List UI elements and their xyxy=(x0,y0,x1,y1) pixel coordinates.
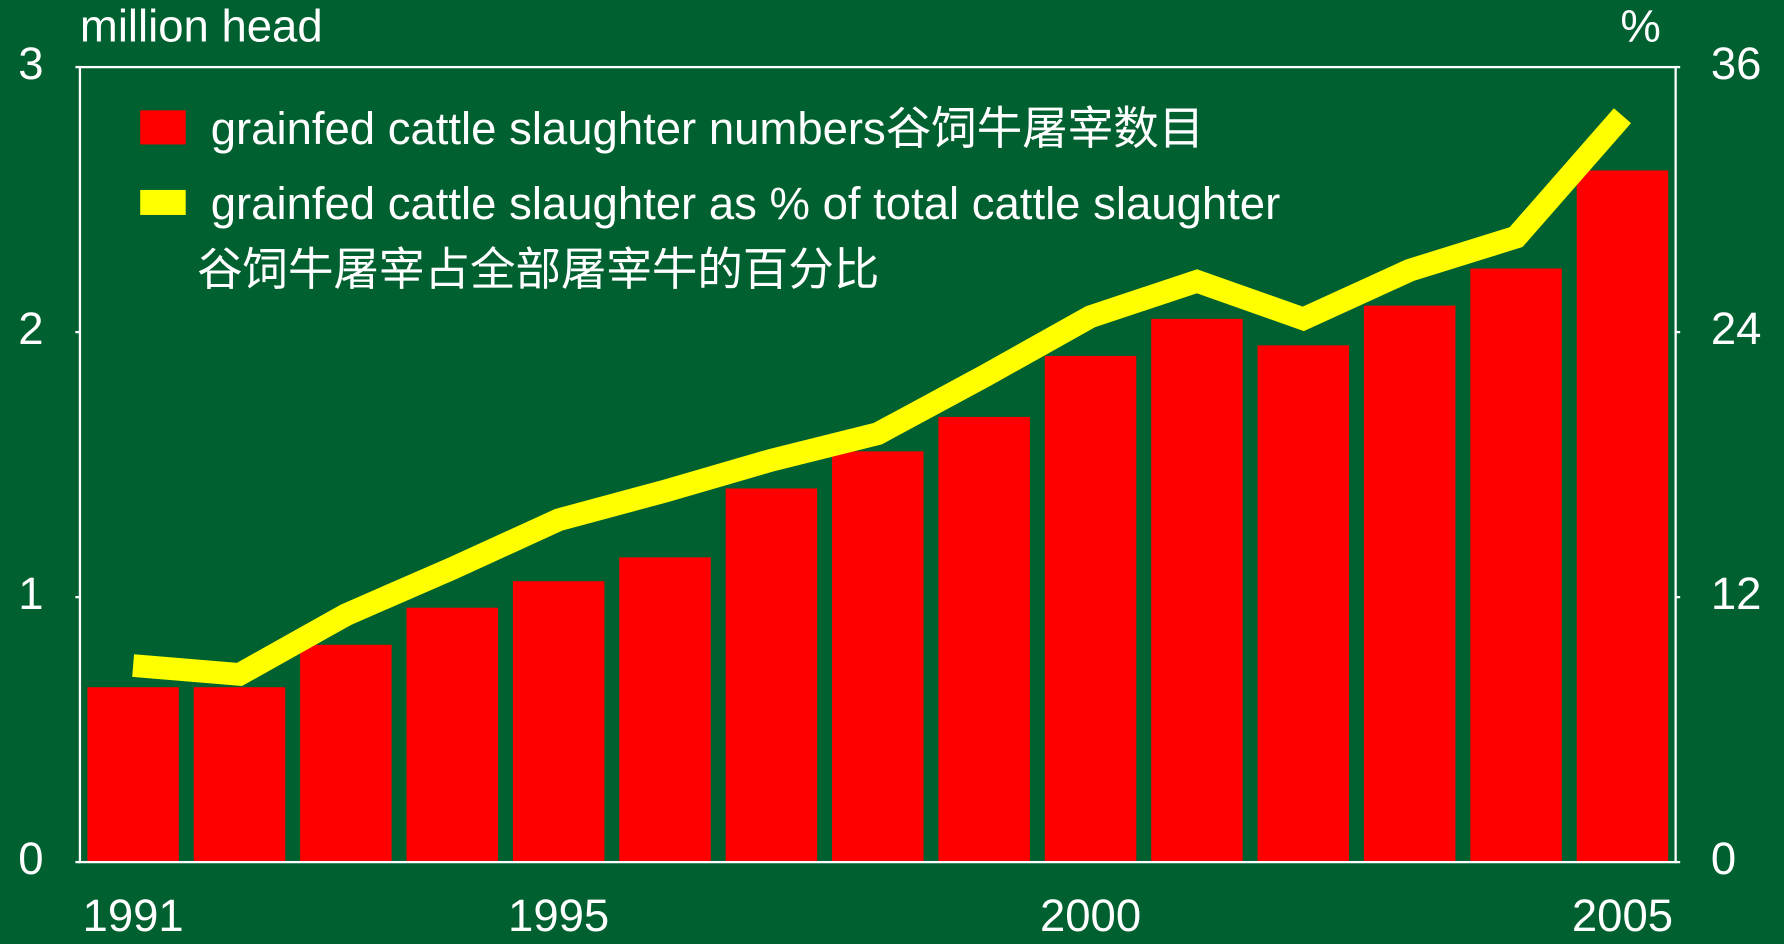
y-tick-label: 1 xyxy=(18,568,43,619)
y2-tick-label: 12 xyxy=(1711,568,1762,619)
bar xyxy=(1151,318,1243,863)
bar xyxy=(406,607,499,863)
y-tick-label: 3 xyxy=(18,38,43,89)
bar xyxy=(832,451,924,863)
bar xyxy=(87,687,179,863)
y2-tick-label: 36 xyxy=(1711,38,1762,89)
bar xyxy=(193,687,286,863)
plot-frame xyxy=(78,65,1677,864)
bar xyxy=(725,488,818,863)
legend-swatch xyxy=(140,110,186,145)
legend-label: grainfed cattle slaughter as % of total … xyxy=(197,178,1280,295)
y2-tick-label: 0 xyxy=(1711,833,1736,884)
y2-axis-label: % xyxy=(1620,1,1660,52)
bar xyxy=(1044,355,1137,863)
x-tick-label: 1995 xyxy=(508,890,609,941)
line xyxy=(132,108,1631,687)
bar xyxy=(619,557,711,863)
y-tick-label: 2 xyxy=(18,303,43,354)
x-tick-label: 2005 xyxy=(1572,890,1673,941)
x-tick-label: 2000 xyxy=(1040,890,1141,941)
y-tick-label: 0 xyxy=(18,833,43,884)
legend-label: grainfed cattle slaughter numbers谷饲牛屠宰数目 xyxy=(211,103,1204,154)
bar xyxy=(300,644,392,863)
x-tick-label: 1991 xyxy=(83,890,184,941)
bar xyxy=(512,581,605,863)
bar xyxy=(1363,305,1456,863)
bar xyxy=(1257,345,1350,863)
legend-swatch xyxy=(140,189,186,215)
y-axis-label: million head xyxy=(80,1,323,52)
bar xyxy=(1470,268,1562,863)
bar xyxy=(938,416,1030,863)
bar xyxy=(1576,170,1669,863)
y2-tick-label: 24 xyxy=(1711,303,1762,354)
